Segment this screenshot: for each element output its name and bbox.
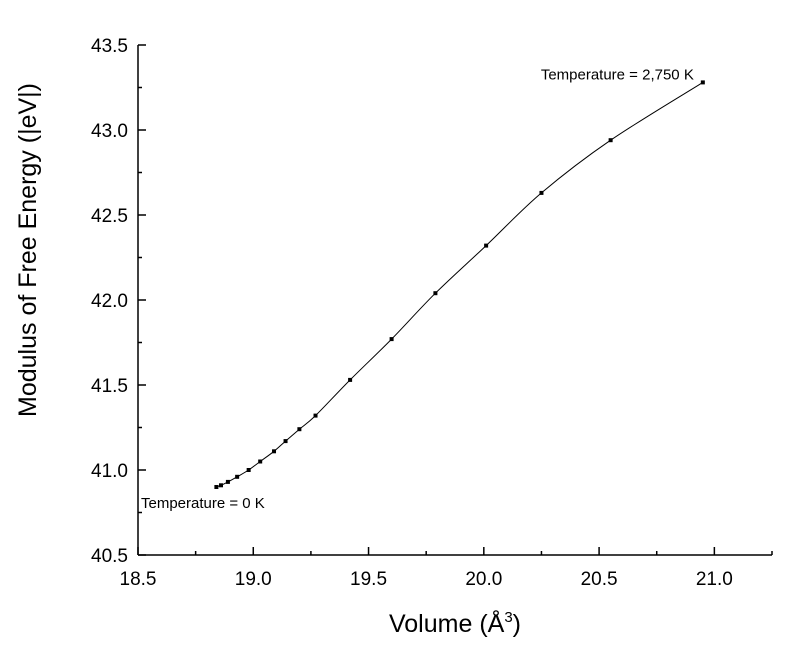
- x-tick-label: 21.0: [696, 569, 733, 590]
- x-axis-title: Volume (Å3): [389, 608, 521, 638]
- labels: 40.5 41.0 41.5 42.0 42.5 43.0 43.5 18.5 19.0 19.5…: [91, 36, 733, 590]
- data-point: [297, 427, 302, 432]
- data-point: [484, 243, 489, 248]
- data-point: [258, 459, 263, 464]
- y-tick-label: 41.0: [91, 461, 128, 482]
- data-point: [539, 190, 544, 195]
- y-tick-label: 41.5: [91, 376, 128, 397]
- data-point: [700, 80, 705, 85]
- data-point: [272, 449, 277, 454]
- series-line: [216, 81, 704, 488]
- data-point: [214, 485, 219, 489]
- annotation-max-temperature: Temperature = 2,750 K: [541, 66, 694, 83]
- y-axis-title: Modulus of Free Energy (|eV|): [14, 83, 42, 417]
- data-point: [313, 413, 318, 418]
- axes: [137, 45, 772, 556]
- annotation-zero-temperature: Temperature = 0 K: [141, 495, 265, 512]
- ticks: [137, 44, 773, 556]
- x-tick-label: 18.5: [120, 569, 157, 590]
- x-tick-label: 19.5: [350, 569, 387, 590]
- y-tick-label: 42.0: [91, 291, 128, 312]
- data-point: [218, 483, 223, 488]
- x-axis-title-superscript: 3: [504, 609, 512, 626]
- x-tick-label: 19.0: [235, 569, 272, 590]
- data-point: [225, 479, 230, 484]
- data-point: [389, 337, 394, 342]
- x-axis-title-end: ): [513, 610, 521, 638]
- x-tick-label: 20.5: [581, 569, 618, 590]
- plot-area: [214, 80, 705, 489]
- y-tick-label: 43.0: [91, 121, 128, 142]
- y-tick-label: 42.5: [91, 206, 128, 227]
- data-point: [246, 468, 251, 472]
- data-point: [283, 439, 288, 444]
- x-axis-title-main: Volume (Å: [389, 608, 505, 638]
- data-point: [433, 291, 438, 296]
- x-tick-label: 20.0: [465, 569, 502, 590]
- data-point: [608, 138, 613, 143]
- y-tick-label: 43.5: [91, 36, 128, 57]
- data-point: [348, 377, 353, 382]
- data-point: [235, 474, 240, 479]
- y-tick-label: 40.5: [91, 546, 128, 567]
